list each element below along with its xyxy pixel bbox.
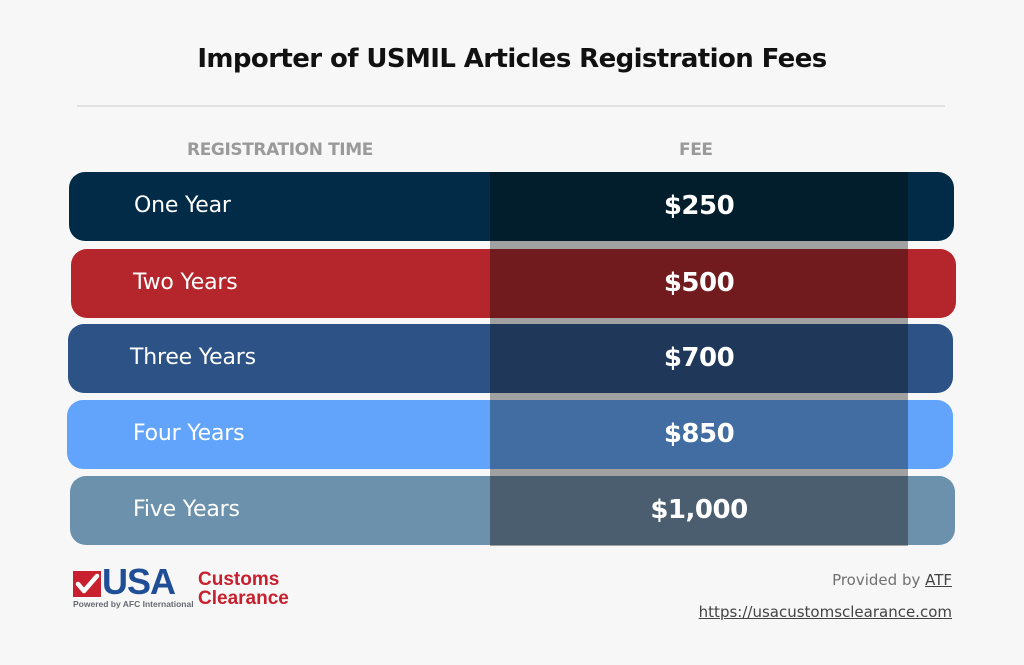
registration-time-label: Five Years — [133, 497, 240, 522]
fee-value: $500 — [663, 268, 735, 298]
title-divider — [77, 105, 945, 107]
fee-value: $850 — [663, 419, 735, 449]
fee-value: $1,000 — [650, 495, 748, 525]
website-link[interactable]: https://usacustomsclearance.com — [698, 603, 952, 621]
logo-powered-by: Powered by AFC International — [73, 599, 194, 609]
atf-link[interactable]: ATF — [925, 571, 952, 589]
fee-cell-background — [490, 172, 908, 241]
fee-value: $250 — [663, 191, 735, 221]
registration-time-label: One Year — [134, 193, 231, 218]
chart-title: Importer of USMIL Articles Registration … — [197, 44, 827, 74]
fee-value: $700 — [663, 343, 735, 373]
registration-time-label: Two Years — [133, 270, 238, 295]
fee-cell-background — [490, 476, 908, 545]
provided-by-label: Provided by — [832, 571, 926, 589]
fee-cell-background — [490, 249, 908, 318]
fee-cell-background — [490, 400, 908, 469]
logo-customs-text: Customs — [198, 569, 280, 590]
column-header-fee: FEE — [679, 140, 713, 160]
checkmark-icon — [73, 571, 101, 597]
provided-by: Provided by ATF — [832, 571, 952, 589]
logo-usa-text: USA — [102, 561, 176, 602]
registration-time-label: Three Years — [130, 345, 256, 370]
usa-customs-clearance-logo: USA Powered by AFC International Customs… — [73, 564, 313, 611]
fee-cell-background — [490, 324, 908, 393]
registration-time-label: Four Years — [133, 421, 245, 446]
column-header-registration-time: REGISTRATION TIME — [187, 140, 373, 160]
logo-clearance-text: Clearance — [198, 588, 289, 609]
